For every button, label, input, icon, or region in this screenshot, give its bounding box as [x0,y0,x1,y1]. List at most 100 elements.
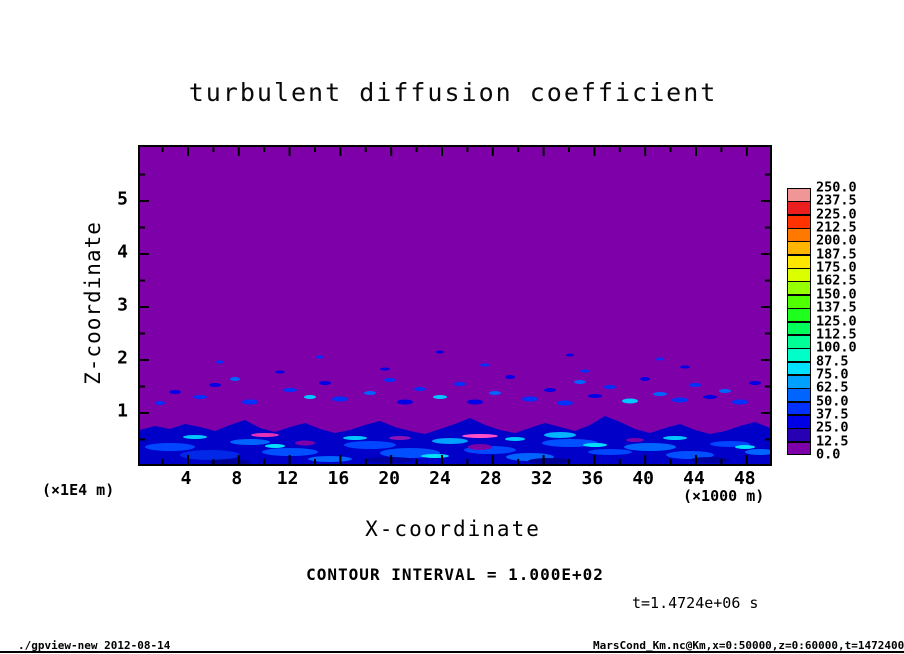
colorbar-tick-label: 37.5 [816,406,849,423]
colorbar-swatch [787,281,811,296]
band-streak [544,432,576,438]
colorbar-swatch [787,321,811,336]
colorbar-swatch [787,441,811,456]
colorbar-tick-label: 12.5 [816,432,849,449]
field-speck [155,401,165,405]
colorbar-tick-label: 250.0 [816,179,857,196]
colorbar-tick-label: 175.0 [816,259,857,276]
band-streak [421,454,449,458]
contour-fill-plot [140,147,770,464]
z-tick-label: 3 [117,294,128,316]
contour-interval-note: CONTOUR INTERVAL = 1.000E+02 [306,565,604,584]
colorbar-tick-label: 187.5 [816,246,857,262]
field-speck [467,399,483,405]
field-speck [436,350,444,354]
field-speck [505,375,515,379]
colorbar-tick-label: 125.0 [816,312,857,329]
colorbar-tick-label: 75.0 [816,366,849,383]
x-tick-label: 24 [429,468,451,489]
colorbar-swatch [787,201,811,216]
field-speck [566,353,574,357]
field-speck [380,367,390,371]
field-speck [544,388,556,392]
colorbar-tick-label: 62.5 [816,379,849,396]
band-streak [295,440,315,446]
band-streak [180,450,240,460]
field-speck [557,400,573,406]
x-tick-label: 28 [479,468,502,489]
colorbar-swatch [787,348,811,363]
colorbar-tick-label: 162.5 [816,272,857,289]
colorbar-swatch [787,228,811,242]
field-speck [433,395,447,399]
field-speck [522,396,538,402]
band-streak [528,458,572,464]
band-streak [344,441,396,449]
x-tick-label: 32 [530,468,553,489]
field-speck [689,383,701,387]
field-speck [193,395,207,399]
field-speck [304,395,316,399]
z-axis-unit: (×1E4 m) [42,481,115,499]
colorbar-swatch [787,374,811,389]
field-speck [672,397,688,403]
field-speck [397,399,413,405]
bottom-divider [0,651,904,653]
x-tick-label: 12 [276,468,299,489]
colorbar-swatch [787,428,811,443]
colorbar-swatch [787,241,811,256]
field-speck [209,383,221,387]
colorbar-swatch [787,361,811,376]
field-speck [275,370,285,374]
x-tick-label: 44 [683,468,705,489]
x-tick-label: 48 [733,468,756,489]
colorbar-tick-label: 87.5 [816,352,849,369]
x-tick-label: 36 [581,468,604,489]
field-speck [384,378,396,382]
x-tick-label: 16 [327,468,350,489]
colorbar-tick-label: 100.0 [816,339,857,356]
colorbar-swatch [787,188,811,202]
colorbar-swatch [787,308,811,322]
x-axis-title: X-coordinate [365,517,541,541]
field-speck [489,391,501,395]
colorbar: 0.0 12.5 25.0 37.5 50.0 62.5 75.0 87.5 100.0 112.… [787,181,857,461]
colorbar-tick-label: 200.0 [816,232,857,249]
band-streak [265,444,285,448]
time-annotation: t=1.4724e+06 s [632,594,759,612]
z-axis-title: Z-coordinate [81,221,105,385]
footer-file-stamp: MarsCond_Km.nc@Km,x=0:50000,z=0:60000,t=… [593,639,904,652]
colorbar-tick-label: 137.5 [816,299,857,316]
band-streak [262,448,318,456]
colorbar-swatch [787,401,811,416]
z-tick-label: 1 [117,400,128,422]
colorbar-swatch [787,414,811,429]
band-streak [389,436,411,440]
chart-title: turbulent diffusion coefficient [188,78,718,107]
field-speck [574,380,586,384]
band-streak [505,437,525,441]
x-tick-label: 8 [231,468,243,489]
band-streak [230,439,270,445]
band-streak [663,436,687,440]
colorbar-tick-label: 112.5 [816,326,857,343]
z-tick-label: 4 [117,241,128,263]
colorbar-swatch [787,214,811,229]
band-streak [666,451,714,459]
z-tick-label: 5 [117,188,128,210]
band-streak [432,438,468,444]
colorbar-tick-label: 0.0 [816,446,841,463]
colorbar-tick-label: 25.0 [816,419,849,436]
colorbar-tick-label: 50.0 [816,392,849,409]
band-streak [583,443,607,447]
field-speck [719,389,731,393]
band-streak [745,449,770,455]
band-streak [462,434,498,438]
field-speck [749,381,761,385]
field-speck [316,355,324,359]
field-speck [230,377,240,381]
plot-area [138,145,772,466]
colorbar-tick-label: 150.0 [816,286,857,303]
field-speck [604,385,616,389]
band-streak [366,457,414,463]
